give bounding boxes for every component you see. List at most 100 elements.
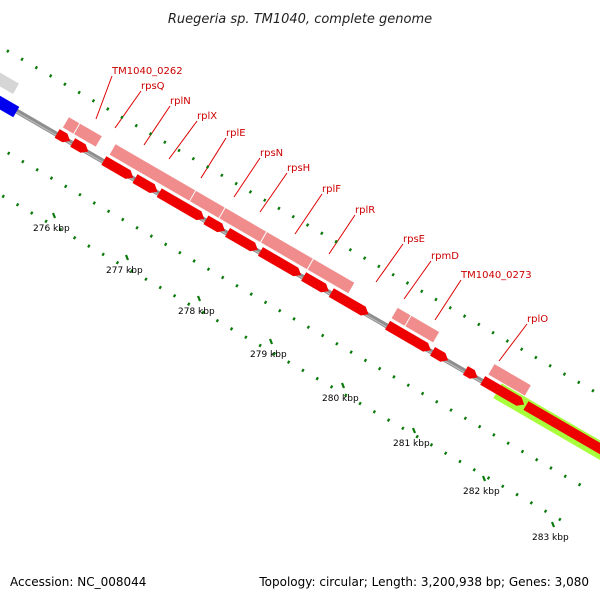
- scale-tick-6: [58, 227, 63, 232]
- cds-arrow-7: [225, 228, 258, 252]
- label-leader-rpsE: [375, 243, 404, 283]
- outer-tick-2: [34, 65, 39, 70]
- major-tick-2: [124, 254, 130, 261]
- gene-bar-8: [391, 307, 411, 326]
- label-leader-rplE: [200, 137, 227, 179]
- scale-tick-25: [329, 385, 334, 389]
- outer-tick-9: [134, 123, 138, 128]
- scale-tick-39: [529, 501, 534, 505]
- outer-tick-32: [462, 314, 467, 318]
- scale-tick-30: [401, 426, 405, 431]
- scale-tick-16: [201, 310, 205, 315]
- accession-text: Accession: NC_008044: [10, 575, 146, 589]
- gene-bar-2: [74, 123, 102, 147]
- scale-tick-35: [472, 467, 476, 472]
- gene-label-rplE: rplE: [226, 128, 246, 139]
- label-leader-rplR: [328, 214, 356, 255]
- cds-arrow-1: [54, 129, 71, 143]
- scale-tick-21: [272, 351, 277, 356]
- outer-tick-6: [91, 98, 96, 103]
- outer-tick-34: [491, 330, 495, 335]
- outer-tick-35: [505, 339, 510, 343]
- outer-tick-4: [63, 82, 67, 87]
- outer-tick-10: [148, 132, 153, 136]
- scale-label-4: 279 kbp: [250, 350, 287, 360]
- inner-tick-9: [78, 192, 82, 197]
- gene-label-layer: TM1040_0262 rpsQ rplN rplX rplE rpsN rpsH rplF r…: [95, 66, 548, 362]
- label-leader-TM1040_0273: [434, 279, 462, 321]
- cds-arrow-15: [523, 401, 600, 455]
- scale-tick-4: [30, 211, 34, 215]
- scale-tick-34: [458, 459, 462, 464]
- scale-label-3: 278 kbp: [178, 307, 215, 317]
- scale-tick-13: [158, 285, 162, 290]
- outer-tick-37: [534, 355, 538, 360]
- inner-tick-5: [21, 159, 25, 164]
- scale-tick-22: [286, 360, 291, 364]
- gene-bar-1: [62, 117, 80, 134]
- genome-summary-text: Topology: circular; Length: 3,200,938 bp…: [258, 575, 589, 589]
- cds-arrow-8: [257, 247, 302, 277]
- inner-tick-20: [235, 283, 239, 288]
- inner-tick-15: [163, 242, 168, 247]
- scale-tick-37: [501, 484, 505, 489]
- cds-arrow-6: [203, 215, 225, 233]
- outer-tick-13: [191, 156, 196, 161]
- major-tick-1: [51, 212, 57, 219]
- cds-arrow-2: [70, 138, 89, 153]
- cds-arrow-3: [101, 156, 134, 179]
- inner-tick-10: [92, 201, 96, 205]
- scale-tick-38: [515, 492, 519, 497]
- scale-tick-19: [244, 335, 248, 340]
- inner-tick-31: [392, 375, 396, 379]
- outer-tick-0: [6, 49, 10, 53]
- major-tick-3: [196, 295, 202, 302]
- inner-tick-8: [63, 184, 68, 189]
- scale-tick-29: [386, 418, 391, 422]
- major-tick-6: [411, 427, 417, 434]
- inner-tick-32: [406, 383, 410, 388]
- gene-bar-5: [219, 208, 267, 242]
- outer-tick-15: [220, 173, 224, 178]
- scale-tick-2: [1, 194, 5, 199]
- scale-label-8: 283 kbp: [532, 533, 569, 543]
- inner-tick-14: [149, 234, 154, 238]
- label-leader-rpsN: [233, 157, 261, 198]
- outer-tick-3: [48, 74, 53, 78]
- outer-tick-33: [477, 322, 481, 327]
- scale-tick-33: [443, 451, 448, 456]
- label-leader-rplX: [168, 120, 198, 160]
- outer-tick-8: [120, 115, 124, 120]
- scale-tick-26: [344, 393, 348, 398]
- inner-tick-44: [577, 482, 582, 487]
- inner-tick-24: [292, 317, 296, 321]
- map-title: Ruegeria sp. TM1040, complete genome: [168, 12, 432, 27]
- inner-tick-23: [278, 308, 282, 313]
- scale-tick-8: [87, 244, 91, 248]
- inner-tick-19: [220, 275, 225, 280]
- inner-tick-28: [349, 350, 353, 354]
- outer-tick-22: [320, 231, 324, 236]
- label-leader-rplO: [498, 323, 528, 362]
- inner-tick-36: [463, 416, 468, 421]
- tick-layer: 276 kbp 277 kbp 278 kbp 279 kbp 280 kbp 281 k…: [1, 49, 595, 543]
- scale-tick-28: [372, 409, 377, 414]
- blue-feature-bar: [0, 95, 20, 118]
- scale-tick-5: [44, 219, 48, 224]
- major-tick-4: [268, 338, 274, 345]
- outer-tick-1: [20, 57, 24, 62]
- outer-tick-39: [562, 372, 567, 376]
- scale-tick-12: [144, 277, 148, 282]
- scale-tick-40: [543, 509, 548, 514]
- inner-tick-22: [263, 300, 268, 305]
- inner-tick-12: [121, 217, 125, 222]
- scale-tick-17: [215, 318, 220, 323]
- scale-label-7: 282 kbp: [463, 487, 500, 497]
- outer-tick-25: [362, 256, 367, 260]
- inner-tick-4: [6, 151, 11, 156]
- inner-tick-30: [377, 366, 382, 371]
- scale-tick-11: [129, 269, 134, 273]
- feature-layer: [0, 72, 600, 461]
- inner-tick-16: [178, 250, 182, 255]
- outer-tick-16: [234, 181, 238, 186]
